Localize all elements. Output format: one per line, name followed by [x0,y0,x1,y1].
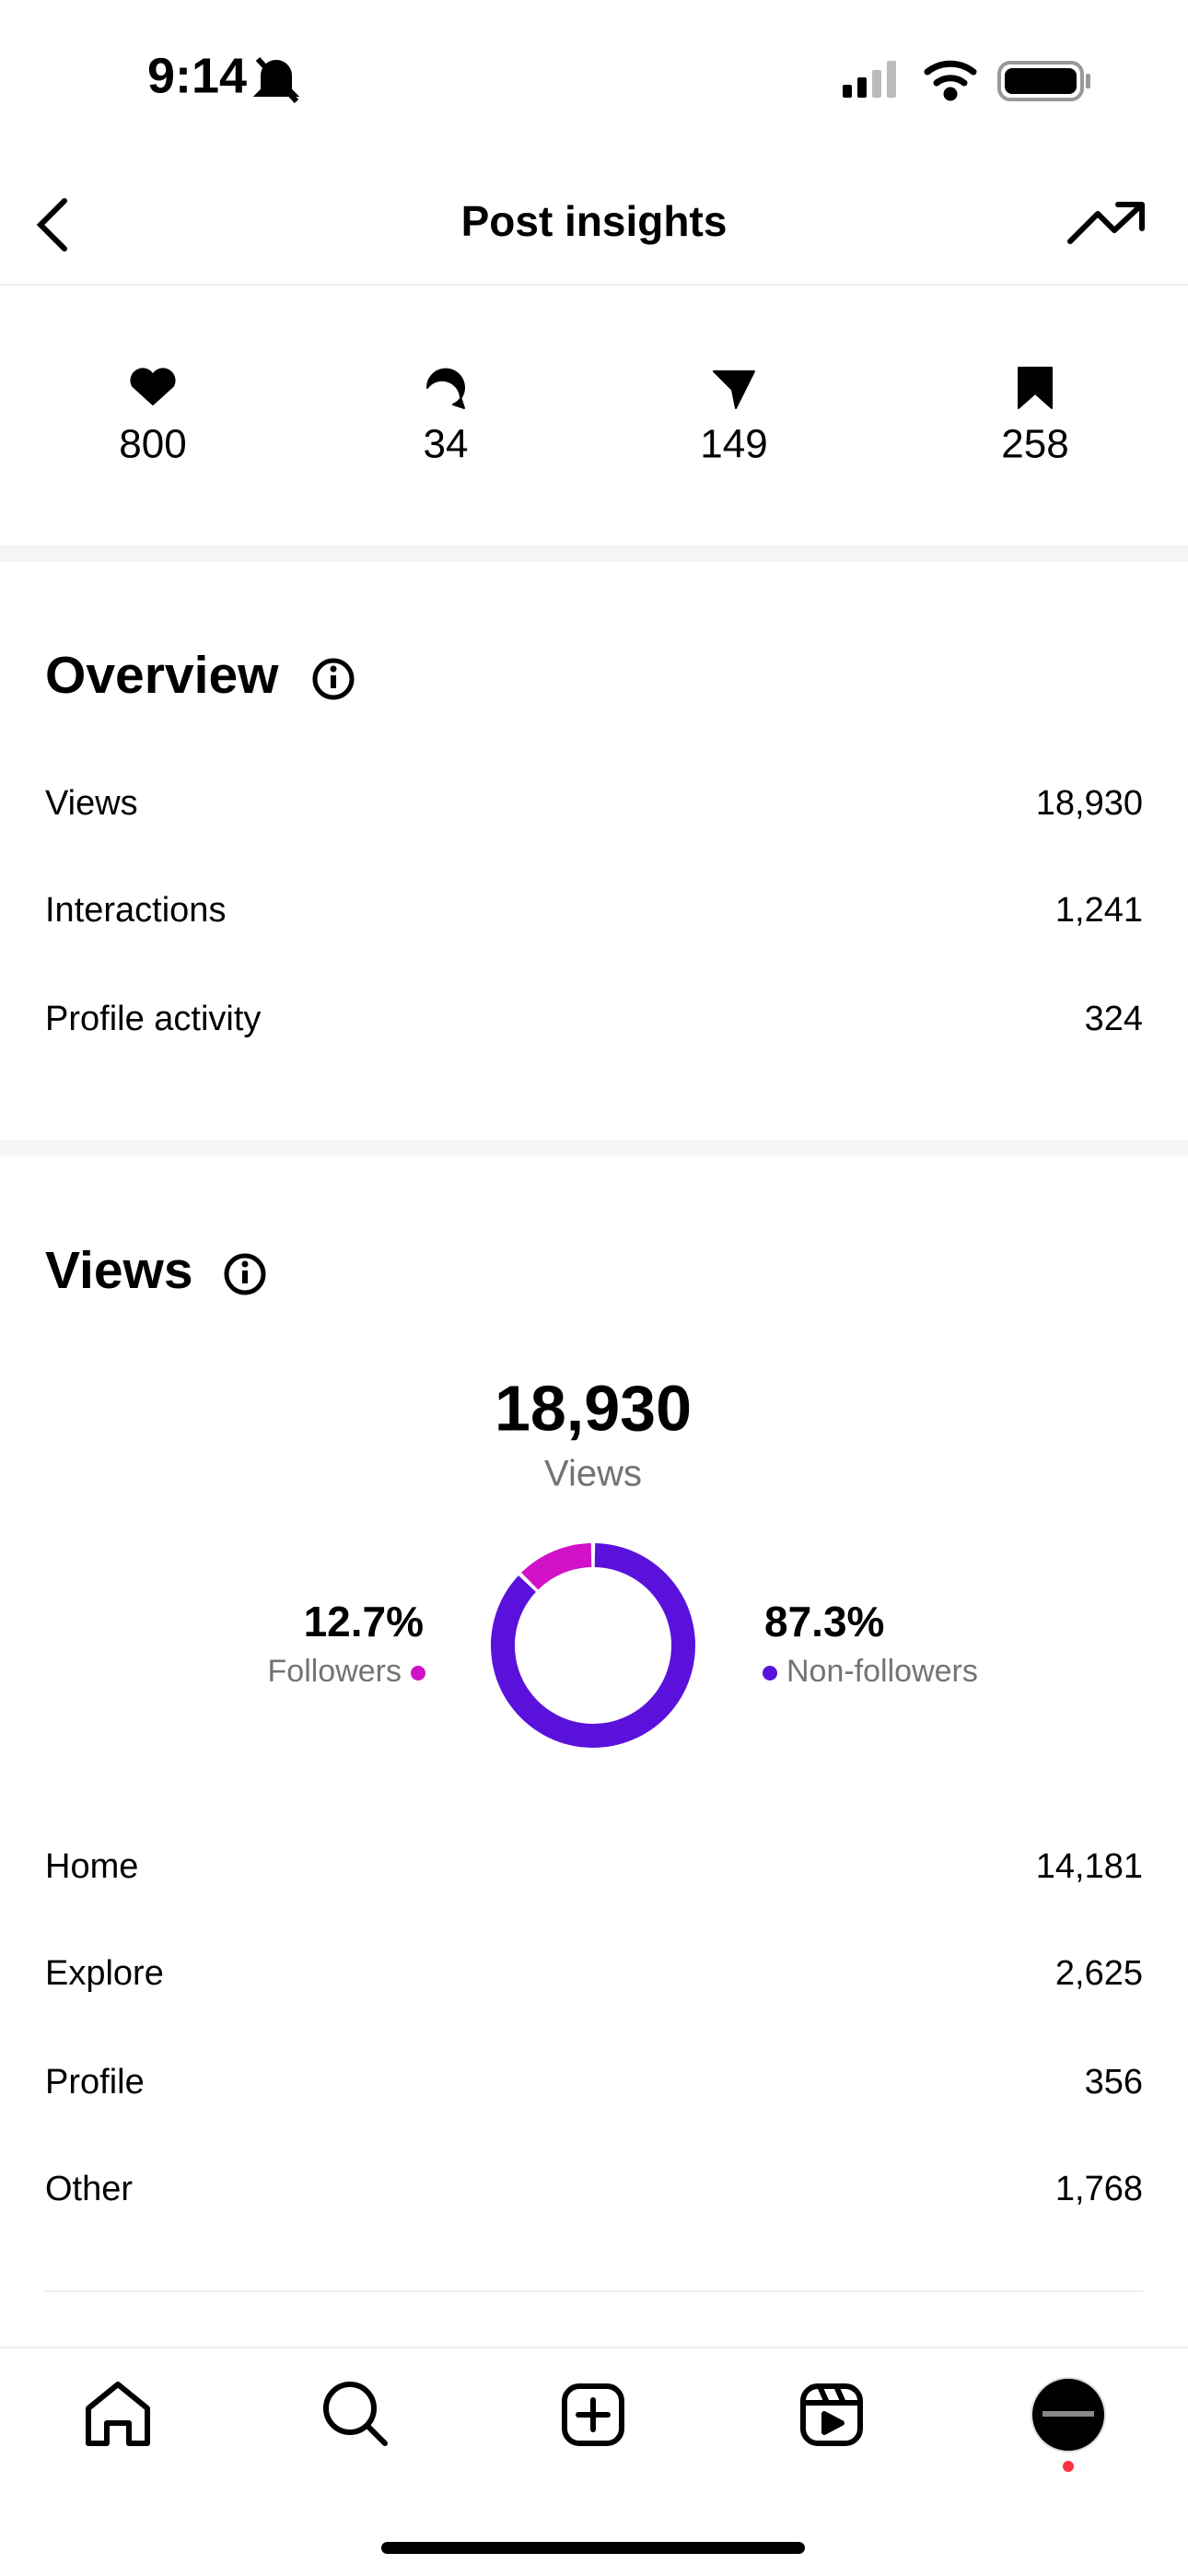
section-gap [0,1141,1188,1155]
donut-value-label: 87.3% [764,1598,884,1645]
donut-value-label: 12.7% [304,1598,424,1645]
row-value: 324 [1085,1000,1143,1038]
row-label: Interactions [45,891,226,930]
views-total: 18,930 [495,1372,692,1444]
nav-home[interactable] [86,2382,150,2446]
donut-segment [491,1543,695,1748]
row-label: Home [45,1847,138,1886]
legend-dot [411,1666,425,1680]
row-label: Profile [45,2063,145,2102]
home-indicator [381,2542,805,2554]
trend-button[interactable] [1067,202,1145,244]
stat-value: 149 [700,422,767,467]
nav-create[interactable] [562,2383,624,2446]
nav-reels[interactable] [800,2383,863,2446]
legend-label: Non-followers [786,1654,978,1689]
stat-value: 34 [424,422,469,467]
battery-icon [997,61,1090,101]
row-value: 2,625 [1055,1954,1143,1993]
info-icon [312,658,355,700]
info-icon [224,1253,266,1295]
row-value: 1,768 [1055,2170,1143,2208]
donut-segment [521,1543,592,1590]
stat-icon [713,370,755,409]
donut-chart: 12.7% Followers 87.3% Non-followers [268,1543,978,1748]
stat-icon [1018,367,1053,409]
nav-profile[interactable] [1031,2377,1106,2472]
row-value: 356 [1085,2063,1143,2102]
header-title: Post insights [461,197,728,245]
stat-icon [425,368,465,409]
stat-icons [130,367,1053,409]
row-value: 14,181 [1036,1847,1143,1886]
stat-icon [130,368,176,405]
back-button[interactable] [36,198,67,252]
section-title: Overview [45,646,279,705]
row-label: Views [45,784,138,823]
nav-search[interactable] [323,2382,388,2446]
row-label: Other [45,2170,133,2208]
silent-icon [252,56,300,104]
legend-label: Followers [268,1654,402,1689]
signal-icon [843,61,896,98]
row-label: Explore [45,1954,164,1993]
legend-dot [763,1666,777,1680]
views-total-label: Views [544,1454,642,1494]
stat-value: 258 [1001,422,1068,467]
row-value: 1,241 [1055,891,1143,930]
wifi-icon [924,60,977,101]
row-value: 18,930 [1036,784,1143,823]
section-title: Views [45,1241,193,1300]
section-gap [0,545,1188,562]
stat-value: 800 [119,422,186,467]
status-time: 9:14 [147,48,247,103]
row-label: Profile activity [45,1000,261,1038]
